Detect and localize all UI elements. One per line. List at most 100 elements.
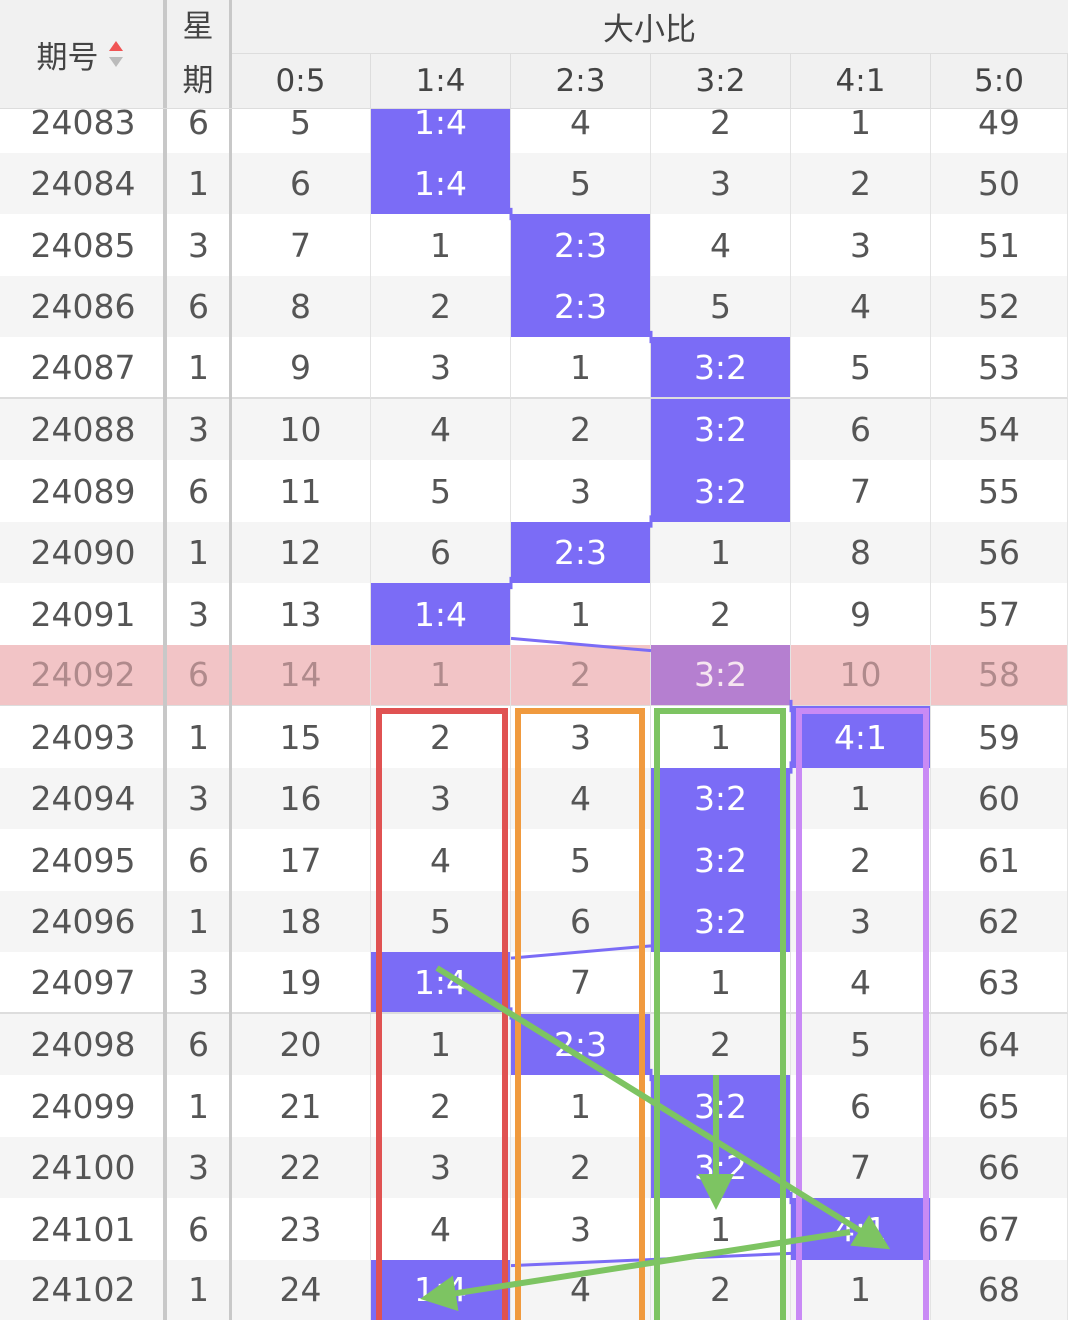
- red-box: [376, 708, 508, 1320]
- issue-cell: 24084: [0, 152, 167, 215]
- ratio-cell: 11: [231, 460, 371, 522]
- issue-cell: 24094: [0, 767, 167, 830]
- issue-cell: 24085: [0, 214, 167, 276]
- ratio-cell: 6: [791, 1075, 931, 1137]
- ratio-cell: 63: [931, 952, 1068, 1014]
- issue-header[interactable]: 期号: [0, 0, 163, 108]
- ratio-cell: 5: [791, 1013, 931, 1076]
- ratio-cell: 3:2: [651, 644, 791, 707]
- column-header: 5:0: [931, 54, 1068, 108]
- table-header: 期号 星期 大小比 0:5 1:4 2:3 3:2 4:1 5:0: [0, 0, 1068, 109]
- issue-cell: 24089: [0, 460, 167, 522]
- ratio-cell: 7: [511, 952, 651, 1014]
- ratio-cell: 2:3: [511, 214, 651, 276]
- ratio-cell: 5: [371, 890, 511, 953]
- ratio-cell: 4:1: [791, 706, 931, 768]
- divider: [229, 0, 232, 108]
- ratio-cell: 1: [791, 767, 931, 830]
- ratio-cell: 3: [371, 1136, 511, 1199]
- ratio-cell: 3:2: [651, 337, 791, 399]
- green-box: [654, 708, 786, 1320]
- weekday-cell: 3: [167, 398, 231, 461]
- ratio-cell: 54: [931, 398, 1068, 461]
- ratio-cell: 19: [231, 952, 371, 1014]
- ratio-cell: 65: [931, 1075, 1068, 1137]
- ratio-cell: 1: [651, 521, 791, 584]
- ratio-cell: 12: [231, 521, 371, 584]
- ratio-cell: 2: [371, 275, 511, 338]
- ratio-cell: 1: [511, 583, 651, 645]
- weekday-cell: 1: [167, 337, 231, 399]
- ratio-cell: 4: [371, 1198, 511, 1260]
- issue-cell: 24092: [0, 644, 167, 707]
- ratio-cell: 3: [371, 767, 511, 830]
- weekday-cell: 6: [167, 644, 231, 707]
- ratio-cell: 6: [371, 521, 511, 584]
- issue-cell: 24100: [0, 1136, 167, 1199]
- connectors: [509, 207, 793, 1268]
- issue-cell: 24098: [0, 1013, 167, 1076]
- ratio-cell: 3:2: [651, 890, 791, 953]
- issue-cell: 24096: [0, 890, 167, 953]
- ratio-cell: 7: [791, 460, 931, 522]
- ratio-cell: 8: [791, 521, 931, 584]
- ratio-cell: 14: [231, 644, 371, 707]
- ratio-cell: 15: [231, 706, 371, 768]
- arrow: [435, 965, 891, 1250]
- ratio-cell: 50: [931, 152, 1068, 215]
- ratio-cell: 2: [511, 1136, 651, 1199]
- ratio-cell: 3:2: [651, 767, 791, 830]
- ratio-cell: 4: [371, 829, 511, 891]
- ratio-cell: 3:2: [651, 829, 791, 891]
- weekday-cell: 3: [167, 583, 231, 645]
- ratio-cell: 7: [231, 214, 371, 276]
- ratio-cell: 67: [931, 1198, 1068, 1260]
- divider: [229, 0, 232, 1320]
- ratio-cell: 1: [371, 644, 511, 707]
- ratio-cell: 60: [931, 767, 1068, 830]
- ratio-cell: 56: [931, 521, 1068, 584]
- ratio-cell: 10: [231, 398, 371, 461]
- ratio-cell: 2: [651, 583, 791, 645]
- issue-cell: 24090: [0, 521, 167, 584]
- issue-cell: 24087: [0, 337, 167, 399]
- ratio-cell: 2: [511, 398, 651, 461]
- weekday-cell: 3: [167, 1136, 231, 1199]
- issue-cell: 24088: [0, 398, 167, 461]
- weekday-cell: 1: [167, 706, 231, 768]
- divider: [163, 0, 167, 1320]
- ratio-cell: 2:3: [511, 275, 651, 338]
- ratio-cell: 3: [791, 890, 931, 953]
- ratio-cell: 18: [231, 890, 371, 953]
- ratio-cell: 16: [231, 767, 371, 830]
- ratio-cell: 2:3: [511, 521, 651, 584]
- ratio-cell: 52: [931, 275, 1068, 338]
- purple-box: [796, 708, 929, 1320]
- ratio-cell: 22: [231, 1136, 371, 1199]
- ratio-cell: 55: [931, 460, 1068, 522]
- column-header: 4:1: [791, 54, 931, 108]
- orange-box: [515, 708, 645, 1320]
- ratio-cell: 53: [931, 337, 1068, 399]
- ratio-cell: 57: [931, 583, 1068, 645]
- ratio-cell: 8: [231, 275, 371, 338]
- ratio-cell: 1: [371, 214, 511, 276]
- ratio-cell: 5: [511, 829, 651, 891]
- ratio-cell: 2: [371, 706, 511, 768]
- weekday-cell: 3: [167, 952, 231, 1014]
- ratio-cell: 6: [791, 398, 931, 461]
- ratio-cell: 9: [791, 583, 931, 645]
- ratio-cell: 20: [231, 1013, 371, 1076]
- ratio-cell: 5: [371, 460, 511, 522]
- ratio-cell: 62: [931, 890, 1068, 953]
- ratio-cell: 10: [791, 644, 931, 707]
- weekday-cell: 6: [167, 460, 231, 522]
- issue-cell: 24091: [0, 583, 167, 645]
- ratio-cell: 1: [371, 1013, 511, 1076]
- ratio-cell: 5: [791, 337, 931, 399]
- weekday-cell: 1: [167, 1075, 231, 1137]
- ratio-cell: 3:2: [651, 398, 791, 461]
- ratio-cell: 2: [791, 152, 931, 215]
- weekday-cell: 1: [167, 521, 231, 584]
